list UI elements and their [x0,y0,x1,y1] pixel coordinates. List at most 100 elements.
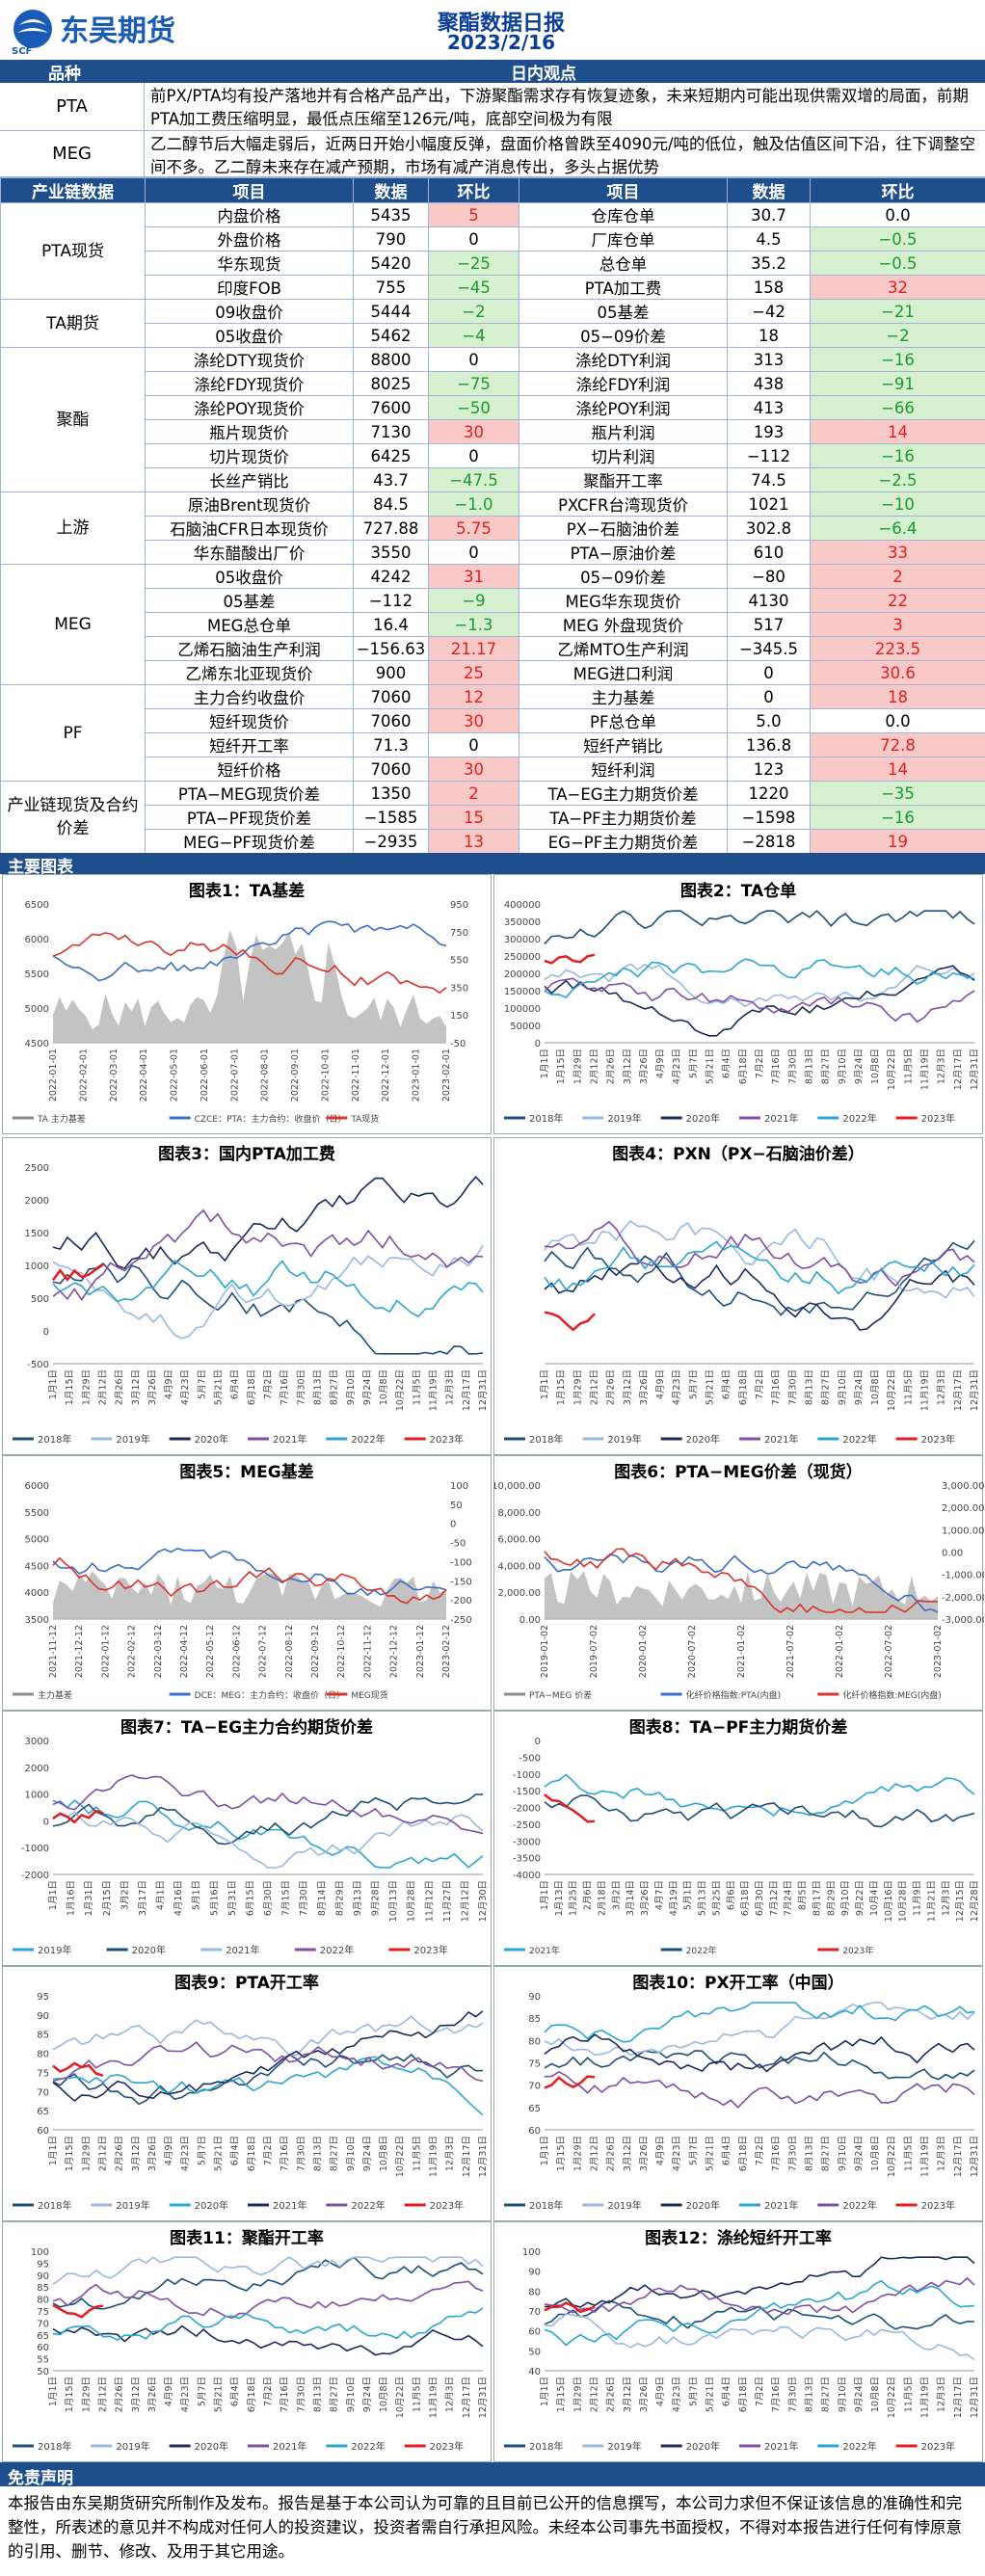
y-tick-label: -4000 [513,1871,541,1881]
x-tick-label: 9月24日 [362,2377,373,2412]
x-tick-label: 11月19日 [429,2377,439,2418]
legend-label: 2023年 [921,2199,955,2212]
x-tick-label: 2022-09-01 [290,1049,301,1102]
x-tick-label: 3月26日 [639,2377,650,2412]
x-tick-label: 10月22日 [887,2136,897,2177]
table-header: 产业链数据 [0,177,146,203]
y-tick-label: 5000 [25,1004,49,1015]
x-tick-label: 11月21日 [926,1880,937,1922]
x-tick-label: 6月30日 [263,1880,274,1916]
chart-panel: 2500 2000 1500 1000 500 0 -500 1月1日 1月15日 1月29日 2月… [2,1137,492,1455]
legend-label: 2022年 [351,1433,385,1446]
x-tick-label: 12月28日 [970,1880,980,1922]
y2-tick-label: 950 [450,900,468,911]
legend-label: 2018年 [529,2440,563,2453]
item-name: 主力基差 [519,684,728,709]
item-change: 30 [428,757,519,782]
series-line [544,965,975,1037]
chart-title: 图表11：聚酯开工率 [170,2229,324,2248]
item-name: 聚酯开工率 [519,467,728,492]
charts-section-title: 主要图表 [8,858,73,877]
group-label: PTA现货 [0,202,146,300]
x-tick-label: 12月17日 [462,1369,472,1411]
item-name: 华东现货 [145,251,354,276]
y-tick-label: 75 [37,2068,49,2079]
item-value: 18 [727,323,811,348]
x-tick-label: 4月9日 [164,2377,174,2406]
item-change: −16 [810,443,985,468]
x-tick-label: 10月28日 [407,1880,417,1922]
x-tick-label: 8月13日 [804,1369,814,1405]
x-tick-label: 2月26日 [115,1369,125,1405]
item-value: 610 [727,540,811,565]
x-tick-label: 12月31日 [970,2136,980,2177]
y-tick-label: -500 [27,1360,49,1370]
item-name: 仓库仓单 [519,202,728,227]
x-tick-label: 2022-08-01 [260,1049,271,1102]
item-name: MEG华东现货价 [519,588,728,613]
x-tick-label: 2019-07-02 [589,1625,599,1678]
series-line [52,1176,484,1270]
item-value: 193 [727,419,811,444]
item-change: −2 [810,323,985,348]
x-tick-label: 4月23日 [180,1369,191,1405]
y-tick-label: 50 [528,2347,541,2357]
x-tick-label: 12月31日 [478,2377,489,2418]
item-change: 0 [428,540,519,565]
x-tick-label: 11月5日 [412,2377,422,2412]
x-tick-label: 2023-01-01 [412,1049,422,1102]
table-row: 华东醋酸出厂价 3550 0 PTA−原油价差 610 33 [1,540,985,565]
y2-tick-label: -200 [450,1596,472,1607]
y2-tick-label: 0 [450,1520,456,1530]
x-tick-label: 5月7日 [688,1049,699,1078]
table-row: 短纤现货价 7060 30 PF总仓单 5.0 0.0 [1,708,985,733]
item-change: −4 [428,323,519,348]
legend-label: 2020年 [686,1112,720,1125]
x-tick-label: 2022-09-12 [310,1625,321,1678]
x-tick-label: 8月27日 [330,1369,340,1405]
chart-panel: 6000 5500 5000 4500 4000 3500 100 50 0 -50 -100 -15… [2,1455,492,1711]
x-tick-label: 2023-02-12 [441,1625,452,1678]
group-label: 聚酯 [0,347,146,492]
disclaimer-title: 免责声明 [8,2469,73,2488]
item-change: −66 [810,395,985,420]
table-row: MEG总仓单 16.4 −1.3 MEG 外盘现货价 517 3 [1,612,985,637]
item-name: 外盘价格 [145,226,354,252]
legend-label: 2020年 [195,1433,228,1446]
x-tick-label: 9月10日 [346,2377,357,2412]
x-tick-label: 12月3日 [445,2136,456,2171]
x-tick-label: 2022-12-01 [381,1049,391,1102]
item-value: 5444 [353,299,429,324]
table-row: 涤纶POY现货价 7600 −50 涤纶POY利润 413 −66 [1,395,985,420]
x-tick-label: 12月31日 [970,2377,980,2418]
x-tick-label: 8月13日 [312,2377,323,2412]
item-change: 0 [428,226,519,252]
item-change: 13 [428,829,519,854]
x-tick-label: 6月4日 [722,2136,732,2165]
series-line [52,2041,484,2083]
x-tick-label: 7月16日 [280,2377,290,2412]
table-row: 涤纶FDY现货价 8025 −75 涤纶FDY利润 438 −91 [1,371,985,396]
item-value: −2935 [353,829,429,854]
item-name: 05基差 [145,588,354,613]
item-change: 19 [810,829,985,854]
y-tick-label: 85 [37,2283,49,2294]
x-tick-label: 11月5日 [903,2136,914,2171]
x-tick-label: 10月22日 [395,2377,406,2418]
series-line [544,2279,975,2347]
item-name: PTA−原油价差 [519,540,728,565]
x-tick-label: 4月9日 [655,1049,666,1078]
x-tick-label: 5月16日 [209,1880,220,1916]
y2-tick-label: 0.00 [942,1549,963,1559]
chart-panel: 100 95 90 85 80 75 70 65 60 55 50 1月1日 1月15日 1月29日 2月1… [2,2221,492,2462]
y-tick-label: 65 [37,2107,49,2117]
legend-label: 2018年 [38,2440,71,2453]
x-tick-label: 1月15日 [556,1049,567,1084]
item-value: 790 [353,226,429,252]
x-tick-label: 5月21日 [705,1369,716,1405]
chart-panel: 10,000.00 8,000.00 6,000.00 4,000.00 2,000.0… [493,1455,984,1711]
item-value: 3550 [353,540,429,565]
y-tick-label: 1500 [25,1229,49,1239]
y-tick-label: 95 [37,2259,49,2270]
x-tick-label: 8月29日 [826,1880,837,1916]
